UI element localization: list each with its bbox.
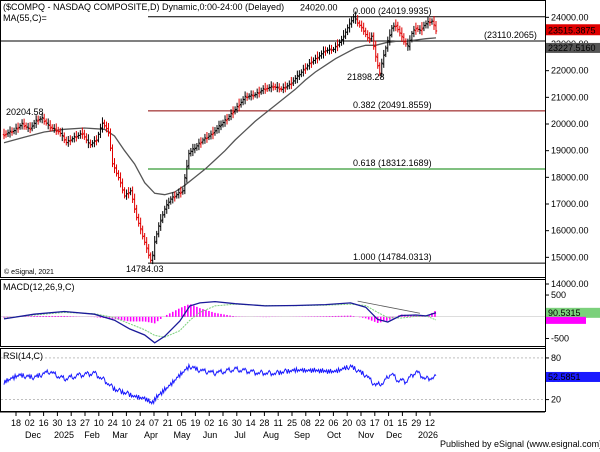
- x-axis-day-label: 12: [425, 418, 435, 428]
- x-axis-month-label: Sep: [294, 430, 310, 440]
- x-axis-day-label: 25: [287, 418, 297, 428]
- x-axis-month-label: Oct: [327, 430, 342, 440]
- price-axis-tick-label: 18000.00: [551, 172, 589, 182]
- x-axis-day-label: 03: [356, 418, 366, 428]
- x-axis-day-label: 15: [397, 418, 407, 428]
- footer-credit: Published by eSignal (www.esignal.com): [440, 439, 600, 449]
- macd-title: MACD(12,26,9,C): [3, 282, 75, 292]
- price-annotation: 24020.00: [300, 3, 338, 13]
- rsi-axis-tick-label: 80: [551, 353, 561, 363]
- x-axis-month-label: 2025: [54, 430, 74, 440]
- price-axis-tick-label: 21000.00: [551, 92, 589, 102]
- ma-indicator-label: MA(55,C)=: [3, 13, 47, 23]
- chart-title: ($COMPQ - NASDAQ COMPOSITE,D) Dynamic,0:…: [3, 2, 284, 12]
- x-axis-day-label: 07: [149, 418, 159, 428]
- ma-line: [3, 37, 437, 196]
- last-price-box: [546, 24, 600, 36]
- price-axis-tick-label: 24000.00: [551, 12, 589, 22]
- x-axis-day-label: 20: [342, 418, 352, 428]
- last-price-label: 23515.3875: [548, 25, 596, 35]
- x-axis-month-label: Jul: [234, 430, 246, 440]
- x-axis-day-label: 01: [384, 418, 394, 428]
- price-annotation: 20204.58: [6, 107, 44, 117]
- rsi-line: [3, 362, 437, 406]
- x-axis-day-label: 18: [11, 418, 21, 428]
- fib-level-label: 1.000 (14784.0313): [353, 252, 432, 262]
- x-axis-day-label: 16: [39, 418, 49, 428]
- macd-axis-tick-label: 500: [551, 290, 566, 300]
- x-axis-day-label: 24: [135, 418, 145, 428]
- x-axis-day-label: 29: [411, 418, 421, 428]
- x-axis-day-label: 17: [370, 418, 380, 428]
- x-axis-month-label: Nov: [358, 430, 375, 440]
- macd-signal-line: [3, 303, 437, 338]
- x-axis-day-label: 22: [315, 418, 325, 428]
- macd-last-box: [546, 307, 600, 318]
- price-axis-tick-label: 22000.00: [551, 66, 589, 76]
- price-axis-tick-label: 15000.00: [551, 252, 589, 262]
- x-axis-month-label: Mar: [112, 430, 128, 440]
- macd-line: [3, 300, 437, 344]
- x-axis-day-label: 16: [218, 418, 228, 428]
- x-axis-day-label: 14: [246, 418, 256, 428]
- price-annotation: 21898.28: [347, 72, 385, 82]
- x-axis-day-label: 02: [204, 418, 214, 428]
- price-axis-tick-label: 20000.00: [551, 119, 589, 129]
- x-axis-month-label: Apr: [144, 430, 158, 440]
- x-axis-day-label: 10: [94, 418, 104, 428]
- x-axis-day-label: 08: [301, 418, 311, 428]
- x-axis-day-label: 28: [259, 418, 269, 428]
- x-axis-month-label: 2026: [418, 430, 438, 440]
- x-axis-day-label: 13: [66, 418, 76, 428]
- price-annotation: 14784.03: [126, 264, 164, 274]
- rsi-last-label: 52.5851: [548, 372, 581, 382]
- price-axis-tick-label: 19000.00: [551, 146, 589, 156]
- x-axis-month-label: Feb: [84, 430, 100, 440]
- price-axis-tick-label: 14000.00: [551, 279, 589, 289]
- ma-value-box: [546, 42, 600, 53]
- fib-level-label: 0.618 (18312.1689): [353, 158, 432, 168]
- x-axis-day-label: 30: [232, 418, 242, 428]
- x-axis-day-label: 24: [108, 418, 118, 428]
- x-axis-month-label: Aug: [263, 430, 279, 440]
- x-axis-day-label: 10: [121, 418, 131, 428]
- macd-signal-last-box: [546, 316, 586, 324]
- fib-level-label: 0.000 (24019.9935): [353, 6, 432, 16]
- x-axis-month-label: Jun: [203, 430, 218, 440]
- x-axis-day-label: 27: [80, 418, 90, 428]
- x-axis-day-label: 05: [177, 418, 187, 428]
- price-axis-tick-label: 17000.00: [551, 199, 589, 209]
- macd-last-label: 90.5315: [548, 308, 581, 318]
- price-panel-frame: [0, 0, 546, 278]
- x-axis-day-label: 30: [52, 418, 62, 428]
- fib-level-label: (23110.2065): [484, 30, 537, 40]
- ma-value-label: 23227.5160: [548, 43, 596, 53]
- x-axis-day-label: 19: [190, 418, 200, 428]
- macd-trendline: [357, 300, 421, 314]
- x-axis-month-label: May: [173, 430, 191, 440]
- macd-axis-tick-label: -500: [551, 333, 569, 343]
- watermark: © eSignal, 2021: [4, 268, 54, 276]
- rsi-axis-tick-label: 20: [551, 395, 561, 405]
- x-axis-day-label: 02: [25, 418, 35, 428]
- x-axis-day-label: 06: [328, 418, 338, 428]
- x-axis-month-label: Dec: [25, 430, 42, 440]
- x-axis-month-label: Dec: [386, 430, 403, 440]
- rsi-title: RSI(14,C): [3, 351, 43, 361]
- x-axis-day-label: 11: [274, 418, 283, 428]
- rsi-last-box: [546, 371, 600, 382]
- fib-level-label: 0.382 (20491.8559): [353, 100, 432, 110]
- price-axis-tick-label: 16000.00: [551, 226, 589, 236]
- x-axis-day-label: 21: [163, 418, 173, 428]
